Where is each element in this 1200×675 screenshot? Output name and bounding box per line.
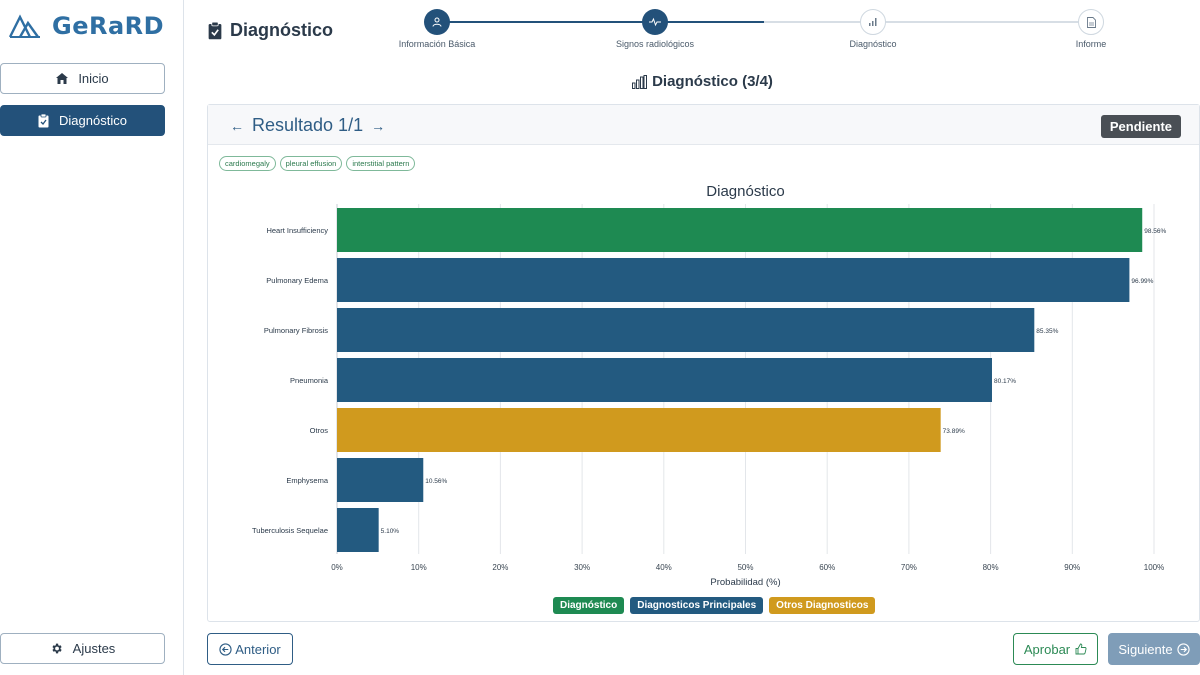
step-2-label: Signos radiológicos: [615, 39, 695, 49]
approve-button[interactable]: Aprobar: [1013, 633, 1098, 665]
x-tick-label: 70%: [901, 563, 917, 572]
chart-title: Diagnóstico: [706, 183, 785, 200]
data-label: 96.99%: [1131, 278, 1153, 285]
data-label: 10.56%: [425, 478, 447, 485]
chart-legend: Diagnóstico Diagnosticos Principales Otr…: [553, 597, 876, 614]
category-label: Otros: [310, 426, 329, 435]
sidebar-item-inicio[interactable]: Inicio: [0, 63, 165, 94]
result-panel: ← Resultado 1/1 → Pendiente cardiomegaly…: [207, 104, 1200, 622]
data-label: 5.10%: [381, 528, 400, 535]
approve-label: Aprobar: [1023, 641, 1071, 657]
user-icon: [432, 17, 442, 27]
step-3-label: Diagnóstico: [849, 39, 897, 49]
x-tick-label: 20%: [492, 563, 508, 572]
x-tick-label: 90%: [1064, 563, 1080, 572]
category-label: Pneumonia: [290, 376, 329, 385]
bar: [337, 208, 1143, 252]
bar: [337, 408, 941, 452]
bar: [337, 458, 424, 502]
category-label: Pulmonary Edema: [266, 276, 329, 285]
sidebar-item-ajustes[interactable]: Ajustes: [0, 633, 165, 664]
x-tick-label: 10%: [411, 563, 427, 572]
result-label: Resultado 1/1: [252, 115, 364, 135]
bar-chart-icon: [632, 74, 648, 89]
clipboard-icon: [38, 113, 49, 128]
category-label: Emphysema: [286, 476, 329, 485]
step-3[interactable]: [860, 9, 886, 35]
legend-diagnosticos-principales: Diagnosticos Principales: [630, 597, 764, 614]
bar-chart-icon: [869, 18, 877, 26]
sidebar-item-label: Inicio: [78, 71, 109, 86]
tag-pleural-effusion: pleural effusion: [279, 156, 343, 171]
bar: [337, 358, 992, 402]
bar: [337, 258, 1130, 302]
previous-button[interactable]: Anterior: [207, 633, 293, 665]
arrow-circle-right-icon: [1176, 642, 1190, 656]
data-label: 80.17%: [994, 378, 1016, 385]
sidebar-item-label: Diagnóstico: [59, 113, 127, 128]
result-navigator: ← Resultado 1/1 →: [230, 115, 385, 136]
x-axis-label: Probabilidad (%): [710, 577, 780, 588]
category-label: Heart Insufficiency: [266, 226, 328, 235]
logo: GeRaRD: [8, 10, 164, 42]
step-2[interactable]: [642, 9, 668, 35]
stepper-progress-line: [437, 21, 764, 23]
home-icon: [56, 73, 69, 84]
step-1-label: Información Básica: [398, 39, 476, 49]
diagnosis-chart: 0% 10% 20% 30% 40% 50% 60% 70% 80% 90% 100% Heart I…: [252, 204, 1167, 588]
arrow-circle-left-icon: [219, 642, 232, 656]
data-label: 98.56%: [1144, 228, 1166, 235]
page-title: Diagnóstico: [208, 20, 333, 41]
finding-tags: cardiomegaly pleural effusion interstiti…: [219, 156, 416, 171]
x-tick-label: 30%: [574, 563, 590, 572]
page-title-text: Diagnóstico: [230, 20, 334, 40]
sidebar: GeRaRD Inicio Diagnóstico Ajustes: [0, 0, 184, 675]
settings-label: Ajustes: [72, 641, 116, 656]
pulse-icon: [649, 17, 661, 27]
section-title: Diagnóstico (3/4): [0, 73, 1200, 90]
stepper-remaining-line: [764, 21, 1091, 23]
step-4-label: Informe: [1075, 39, 1107, 49]
tag-interstitial-pattern: interstitial pattern: [346, 156, 416, 171]
legend-diagnostico: Diagnóstico: [553, 597, 625, 614]
step-1[interactable]: [424, 9, 450, 35]
clipboard-icon: [208, 21, 222, 40]
x-tick-label: 80%: [983, 563, 999, 572]
stepper: Información Básica Signos radiológicos D…: [0, 0, 1200, 60]
tag-cardiomegaly: cardiomegaly: [219, 156, 276, 171]
brand-name: GeRaRD: [52, 12, 165, 40]
next-label: Siguiente: [1118, 641, 1173, 657]
bar: [337, 508, 379, 552]
sidebar-item-diagnostico[interactable]: Diagnóstico: [0, 105, 165, 136]
legend-otros-diagnosticos: Otros Diagnosticos: [769, 597, 876, 614]
x-tick-label: 60%: [819, 563, 835, 572]
category-label: Tuberculosis Sequelae: [252, 526, 328, 535]
logo-icon: [8, 14, 40, 38]
section-title-text: Diagnóstico (3/4): [652, 73, 773, 90]
status-badge: Pendiente: [1100, 115, 1181, 138]
document-icon: [1086, 16, 1096, 28]
x-tick-label: 40%: [656, 563, 672, 572]
x-tick-label: 0%: [331, 563, 343, 572]
x-tick-label: 50%: [737, 563, 753, 572]
data-label: 85.35%: [1036, 328, 1058, 335]
result-header: ← Resultado 1/1 → Pendiente: [208, 105, 1199, 145]
step-4[interactable]: [1078, 9, 1104, 35]
thumbs-up-icon: [1075, 643, 1087, 655]
x-tick-label: 100%: [1144, 563, 1164, 572]
next-button[interactable]: Siguiente: [1108, 633, 1200, 665]
previous-label: Anterior: [235, 641, 281, 657]
data-label: 73.89%: [943, 428, 965, 435]
bar: [337, 308, 1035, 352]
arrow-left-icon[interactable]: ←: [230, 117, 244, 134]
category-label: Pulmonary Fibrosis: [264, 326, 328, 335]
arrow-right-icon[interactable]: →: [371, 117, 386, 134]
gear-icon: [50, 642, 63, 655]
